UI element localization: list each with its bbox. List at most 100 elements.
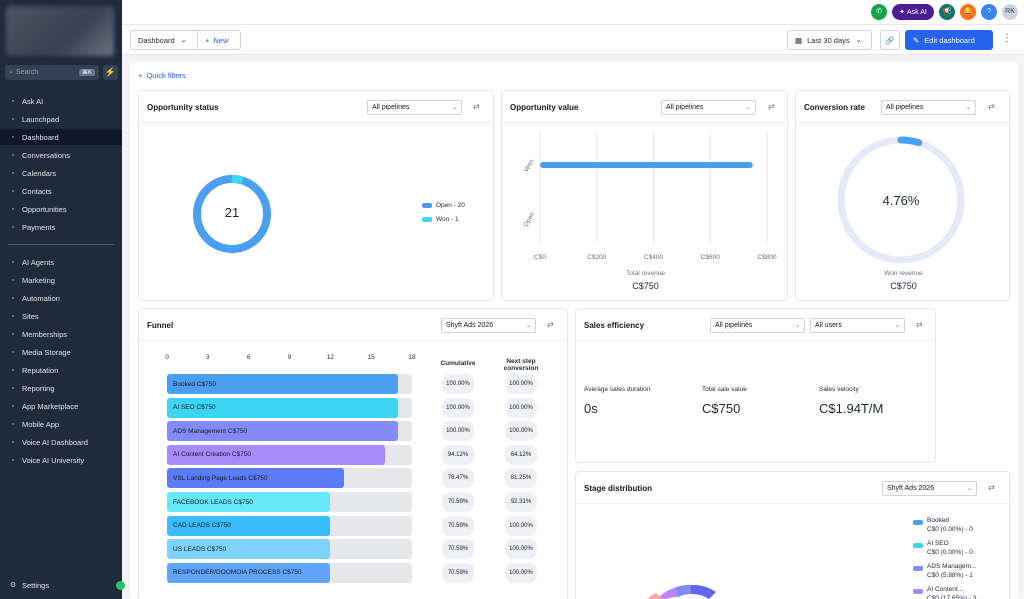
quick-filters-button[interactable]: + Quick filters — [138, 71, 186, 80]
sidebar-item-settings[interactable]: ⚙ Settings — [0, 577, 122, 593]
sidebar-item-reporting[interactable]: ▫ Reporting — [0, 380, 122, 396]
marketing-icon: ▫ — [11, 276, 15, 284]
y-tick-label: Won — [523, 158, 536, 173]
filter-settings-icon[interactable]: ⇄ — [473, 102, 480, 111]
sidebar-item-reputation[interactable]: ▫ Reputation — [0, 362, 122, 378]
sidebar-item-sites[interactable]: ▫ Sites — [0, 308, 122, 324]
sidebar-item-conversations[interactable]: ▫ Conversations — [0, 147, 122, 163]
sidebar-item-contacts[interactable]: ▫ Contacts — [0, 183, 122, 199]
sidebar-item-opportunities[interactable]: ▫ Opportunities — [0, 201, 122, 217]
card-title: Sales efficiency — [584, 321, 645, 330]
chevron-down-icon: ⌄ — [745, 105, 751, 111]
stage-distribution-donut — [647, 585, 716, 599]
help-button[interactable]: ? — [981, 4, 997, 20]
pipeline-select[interactable]: All pipelines ⌄ — [710, 318, 805, 333]
sidebar-item-media-storage[interactable]: ▫ Media Storage — [0, 344, 122, 360]
dashboard-select-label: Dashboard — [138, 35, 175, 45]
sidebar-item-ai-agents[interactable]: ▫ AI Agents — [0, 254, 122, 270]
pipeline-select[interactable]: All pipelines ⌄ — [881, 100, 976, 115]
sidebar-item-label: Voice AI University — [22, 455, 85, 465]
sidebar-item-payments[interactable]: ▫ Payments — [0, 219, 122, 235]
pipeline-select-value: All pipelines — [372, 104, 410, 111]
funnel-bar[interactable]: VSL Landing Page Leads C$750 — [167, 468, 344, 489]
sidebar-item-app-marketplace[interactable]: ▫ App Marketplace — [0, 398, 122, 414]
sales-efficiency-card: Sales efficiency All pipelines ⌄ All user… — [575, 308, 936, 463]
sidebar-item-launchpad[interactable]: ▫ Launchpad — [0, 111, 122, 127]
funnel-bar[interactable]: RESPONDER/DOOMOIA PROCESS C$750 — [167, 562, 331, 583]
edit-dashboard-button[interactable]: ✎ Edit dashboard — [905, 30, 993, 50]
sidebar-item-label: App Marketplace — [22, 401, 79, 411]
filter-settings-icon[interactable]: ⇄ — [768, 102, 775, 111]
legend-detail: C$0 (0.00%) - 0 — [927, 549, 973, 556]
sidebar-item-label: Settings — [22, 580, 50, 590]
funnel-bar[interactable]: ADS Management C$750 — [167, 421, 399, 442]
cumulative-value: 100.00% — [442, 421, 474, 442]
sidebar-item-label: Opportunities — [22, 204, 67, 214]
chevron-down-icon: ⌄ — [794, 323, 800, 329]
sidebar-item-voice-ai-dashboard[interactable]: ▫ Voice AI Dashboard — [0, 434, 122, 450]
search-input[interactable]: ⌕ Search ⌘K — [5, 65, 99, 80]
funnel-bar[interactable]: CAD LEADS C$750 — [167, 515, 331, 536]
sidebar-item-label: Payments — [22, 222, 56, 232]
sidebar-item-label: Marketing — [22, 275, 55, 285]
x-tick-label: C$600 — [701, 254, 721, 261]
bell-icon[interactable]: 🔔 — [960, 4, 976, 20]
donut-slice — [691, 585, 716, 599]
legend-swatch — [913, 543, 923, 548]
filter-settings-icon[interactable]: ⇄ — [988, 102, 995, 111]
media-icon: ▫ — [11, 348, 15, 356]
opportunity-status-donut — [193, 175, 271, 253]
sidebar-item-marketing[interactable]: ▫ Marketing — [0, 272, 122, 288]
sidebar-item-label: Reputation — [22, 365, 59, 375]
date-range-label: Last 30 days — [807, 35, 850, 45]
sidebar-item-memberships[interactable]: ▫ Memberships — [0, 326, 122, 342]
sidebar-item-mobile-app[interactable]: ▫ Mobile App — [0, 416, 122, 432]
funnel-bar[interactable]: FACEBOOK LEADS C$750 — [167, 492, 331, 512]
ask-ai-button[interactable]: ✦ Ask AI — [892, 4, 934, 20]
bolt-icon[interactable]: ⚡ — [103, 65, 118, 80]
sidebar-item-calendars[interactable]: ▫ Calendars — [0, 165, 122, 181]
funnel-bar[interactable]: US LEADS C$750 — [167, 539, 331, 560]
funnel-bar[interactable]: Booked C$750 — [167, 374, 399, 394]
funnel-bar[interactable]: AI SEO C$750 — [167, 397, 399, 418]
brand-logo[interactable] — [6, 6, 114, 56]
next-step-value: 64.12% — [505, 444, 537, 465]
more-options-icon[interactable]: ⋮ — [1002, 33, 1012, 44]
search-icon: ⌕ — [9, 68, 13, 76]
funnel-bar[interactable]: AI Content Creation C$750 — [167, 444, 385, 465]
sidebar-item-automation[interactable]: ▫ Automation — [0, 290, 122, 306]
users-select[interactable]: All users ⌄ — [810, 318, 905, 333]
pipeline-select-value: Shyft Ads 2026 — [887, 485, 935, 492]
total-revenue-label: Total revenue — [625, 270, 666, 277]
share-link-button[interactable]: 🔗 — [880, 30, 900, 50]
date-range-select[interactable]: ▦ Last 30 days ⌄ — [787, 30, 872, 50]
pipeline-select[interactable]: Shyft Ads 2026 ⌄ — [441, 318, 536, 333]
megaphone-icon[interactable]: 📢 — [939, 4, 955, 20]
phone-icon[interactable]: ✆ — [871, 4, 887, 20]
chevron-down-icon: ⌄ — [855, 37, 862, 44]
funnel-bar-label: AI Content Creation C$750 — [173, 451, 252, 459]
dashboard-select[interactable]: Dashboard ⌄ — [130, 30, 198, 50]
calendar-icon: ▫ — [11, 169, 15, 177]
sidebar-item-dashboard[interactable]: ▫ Dashboard — [0, 129, 122, 145]
conversion-rate-gauge — [837, 136, 965, 264]
stage-distribution-card: Stage distribution Shyft Ads 2026 ⌄ ⇄ Boo… — [575, 471, 1010, 599]
filter-settings-icon[interactable]: ⇄ — [916, 320, 923, 329]
next-step-value: 100.00% — [505, 539, 537, 560]
opportunity-value-chart: C$0 C$200 C$400 C$600 C$800 Won Open — [522, 131, 777, 261]
new-dashboard-button[interactable]: + New — [197, 30, 241, 50]
pipeline-select[interactable]: All pipelines ⌄ — [661, 100, 756, 115]
next-step-value: 100.00% — [505, 397, 537, 418]
status-dot — [116, 581, 125, 590]
donut-slice-won — [193, 175, 271, 253]
filter-settings-icon[interactable]: ⇄ — [547, 320, 554, 329]
next-step-value: 81.25% — [505, 468, 537, 489]
filter-settings-icon[interactable]: ⇄ — [988, 483, 995, 492]
pipeline-select[interactable]: Shyft Ads 2026 ⌄ — [882, 481, 977, 496]
sidebar-item-ask-ai[interactable]: ▫ Ask AI — [0, 93, 122, 109]
memberships-icon: ▫ — [11, 330, 15, 338]
sidebar-item-voice-ai-university[interactable]: ▫ Voice AI University — [0, 452, 122, 468]
cumulative-value: 70.59% — [442, 562, 474, 583]
avatar[interactable]: RK — [1002, 4, 1018, 20]
pipeline-select[interactable]: All pipelines ⌄ — [367, 100, 462, 115]
